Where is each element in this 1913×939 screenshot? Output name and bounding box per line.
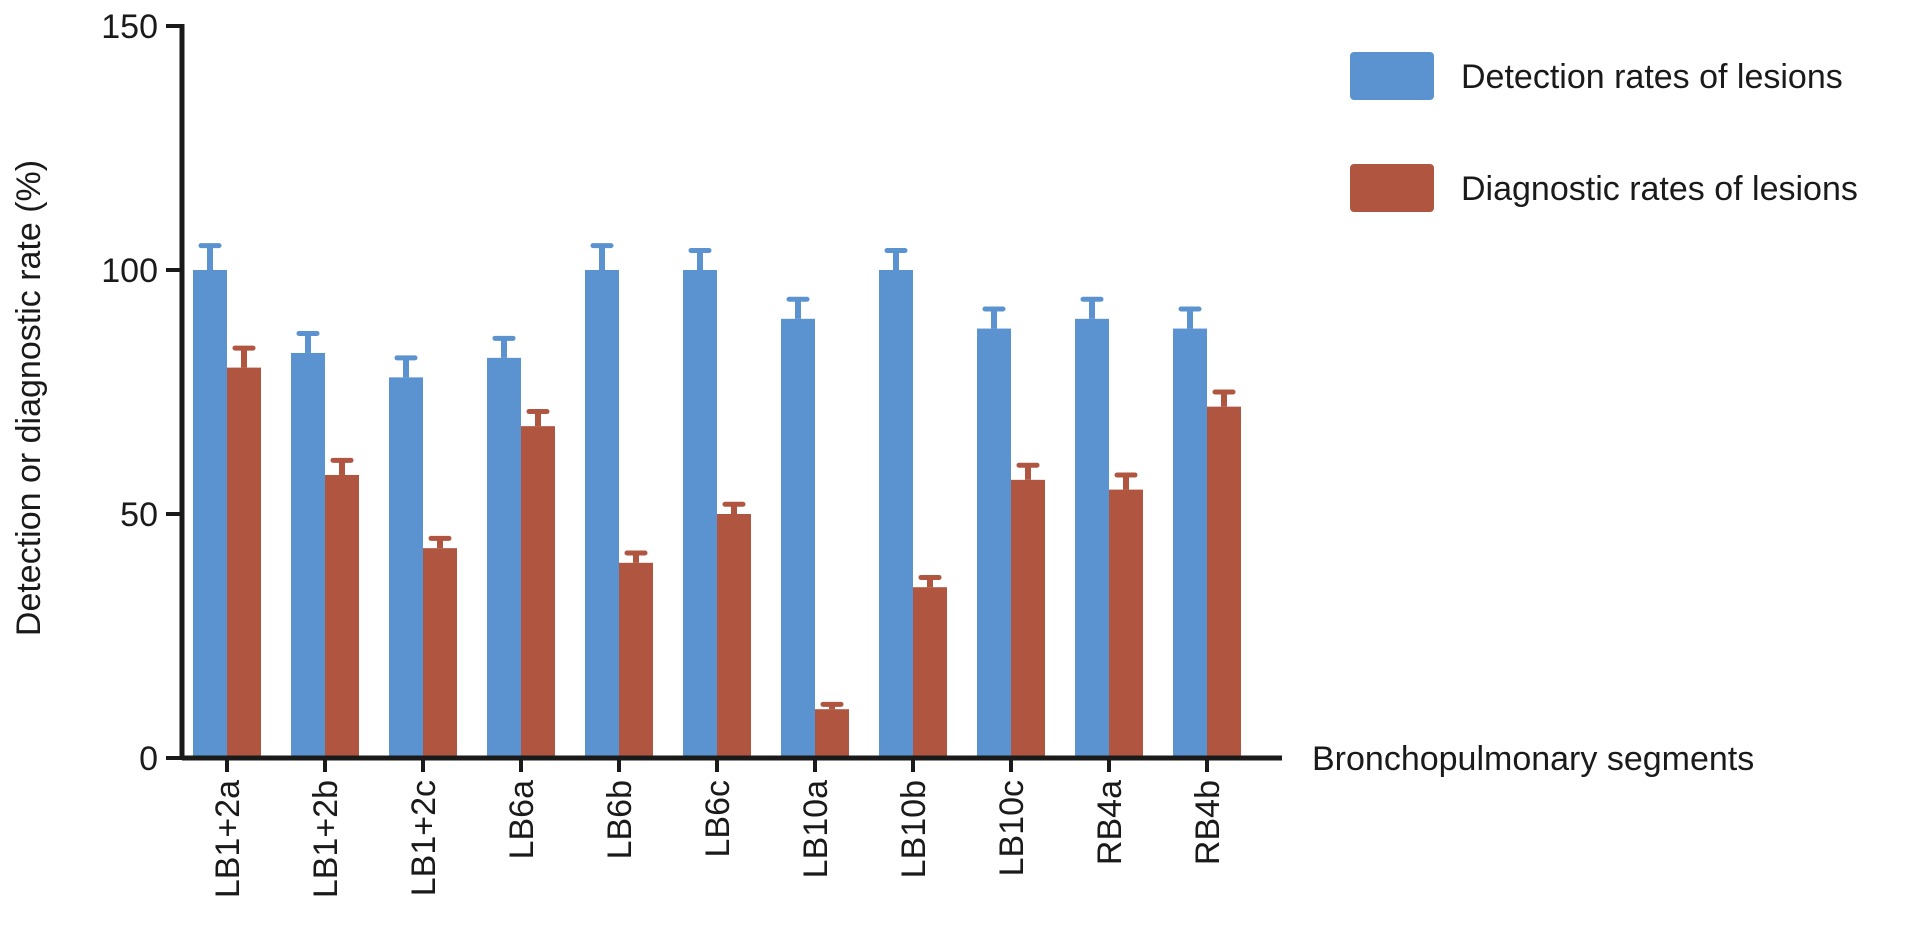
y-tick-label-0: 0 xyxy=(139,740,158,778)
x-tick-label-6: LB10a xyxy=(797,780,835,878)
y-tick-label-2: 100 xyxy=(101,252,158,290)
x-tick-label-8: LB10c xyxy=(993,780,1031,876)
bar-detection-4 xyxy=(585,270,619,758)
axes-layer: LB1+2a LB1+2b LB1+2c LB6a LB6b LB6c LB10a LB10b… xyxy=(101,8,1282,898)
legend-label-diagnostic: Diagnostic rates of lesions xyxy=(1461,170,1858,208)
x-tick-label-10: RB4b xyxy=(1189,780,1227,865)
legend-label-detection: Detection rates of lesions xyxy=(1461,58,1843,96)
bar-detection-10 xyxy=(1173,328,1207,758)
legend: Detection rates of lesions Diagnostic rat… xyxy=(1350,52,1858,212)
legend-swatch-detection xyxy=(1350,52,1434,100)
bar-diagnostic-4 xyxy=(619,562,653,758)
x-tick-label-1: LB1+2b xyxy=(307,780,345,898)
bar-detection-9 xyxy=(1075,318,1109,758)
x-tick-label-3: LB6a xyxy=(503,780,541,859)
x-tick-label-5: LB6c xyxy=(699,780,737,858)
x-tick-label-2: LB1+2c xyxy=(405,780,443,896)
x-tick-label-9: RB4a xyxy=(1091,780,1129,865)
x-tick-label-0: LB1+2a xyxy=(209,780,247,898)
bar-detection-2 xyxy=(389,377,423,758)
bar-diagnostic-2 xyxy=(423,548,457,758)
legend-swatch-diagnostic xyxy=(1350,164,1434,212)
bar-diagnostic-9 xyxy=(1109,489,1143,758)
bar-detection-6 xyxy=(781,318,815,758)
bar-detection-0 xyxy=(193,270,227,758)
bar-detection-1 xyxy=(291,352,325,758)
x-tick-label-7: LB10b xyxy=(895,780,933,878)
bar-diagnostic-6 xyxy=(815,709,849,758)
bar-diagnostic-1 xyxy=(325,474,359,758)
bar-diagnostic-3 xyxy=(521,426,555,758)
bar-detection-7 xyxy=(879,270,913,758)
bar-detection-3 xyxy=(487,357,521,758)
bar-diagnostic-7 xyxy=(913,587,947,758)
y-tick-label-3: 150 xyxy=(101,8,158,46)
bars-layer xyxy=(193,243,1241,758)
bar-detection-8 xyxy=(977,328,1011,758)
bar-detection-5 xyxy=(683,270,717,758)
y-tick-label-1: 50 xyxy=(120,496,158,534)
y-axis-title: Detection or diagnostic rate (%) xyxy=(10,160,48,636)
x-axis-title: Bronchopulmonary segments xyxy=(1312,740,1754,778)
bar-diagnostic-8 xyxy=(1011,479,1045,758)
bar-diagnostic-10 xyxy=(1207,406,1241,758)
x-tick-label-4: LB6b xyxy=(601,780,639,859)
bar-diagnostic-0 xyxy=(227,367,261,758)
bar-diagnostic-5 xyxy=(717,514,751,758)
